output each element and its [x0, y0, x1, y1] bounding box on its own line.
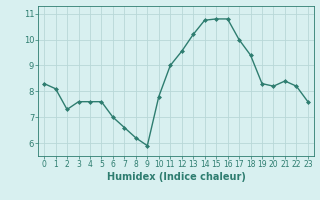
X-axis label: Humidex (Indice chaleur): Humidex (Indice chaleur)	[107, 172, 245, 182]
